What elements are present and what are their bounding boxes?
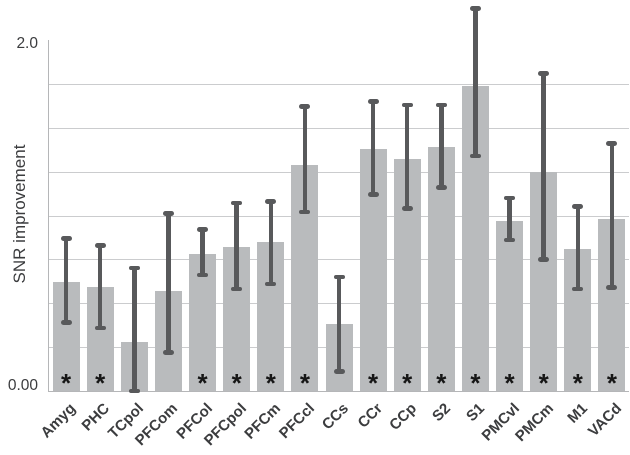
error-bar-cap-bottom — [469, 153, 481, 159]
error-bar-cap-top — [265, 199, 277, 204]
error-bar-cap-top — [333, 274, 345, 280]
gridline — [49, 259, 629, 261]
significance-star: * — [231, 368, 242, 398]
significance-star: * — [436, 368, 447, 398]
error-bar — [268, 201, 273, 284]
significance-star: * — [368, 368, 379, 398]
error-bar-cap-top — [606, 141, 618, 146]
error-bar-cap-top — [401, 102, 413, 108]
plot-area: * * * * * * * * * * * * * * — [48, 6, 629, 396]
y-axis-title: SNR improvement — [10, 144, 29, 284]
significance-star: * — [606, 368, 617, 398]
error-bar-cap-top — [299, 104, 311, 109]
error-bar-cap-bottom — [333, 369, 345, 374]
significance-star: * — [402, 368, 413, 398]
significance-star: * — [265, 368, 276, 398]
error-bar — [234, 203, 239, 290]
error-bar — [63, 238, 69, 323]
significance-star: * — [95, 368, 106, 398]
error-bar — [609, 143, 615, 288]
significance-star: * — [470, 368, 481, 398]
error-bar-cap-bottom — [197, 272, 209, 278]
significance-star: * — [197, 368, 208, 398]
gridline — [49, 127, 629, 129]
error-bar-cap-bottom — [401, 206, 413, 211]
gridline — [49, 171, 629, 173]
error-bar — [200, 229, 205, 276]
gridline — [49, 83, 629, 85]
error-bar-cap-top — [538, 71, 550, 76]
gridline — [49, 215, 629, 217]
error-bar-cap-top — [128, 265, 140, 271]
error-bar-cap-bottom — [606, 285, 618, 290]
error-bar — [370, 101, 376, 195]
error-bar — [473, 8, 478, 156]
error-bar — [97, 245, 103, 328]
error-bar — [132, 268, 137, 391]
error-bar-cap-bottom — [162, 350, 174, 355]
error-bar — [166, 213, 171, 353]
error-bar — [439, 104, 444, 188]
error-bar-cap-top — [469, 6, 481, 11]
error-bar-cap-top — [435, 102, 447, 108]
error-bar — [404, 104, 410, 209]
error-bar-cap-bottom — [94, 325, 106, 331]
error-bar-cap-top — [367, 99, 379, 104]
error-bar-cap-top — [197, 227, 209, 232]
error-bar-cap-bottom — [60, 320, 72, 325]
y-tick-label-zero: 0.00 — [7, 377, 38, 394]
error-bar-cap-bottom — [367, 192, 379, 197]
error-bar-cap-top — [504, 195, 516, 201]
significance-star: * — [504, 368, 515, 398]
error-bar-cap-top — [231, 200, 243, 206]
error-bar-cap-top — [94, 243, 106, 248]
significance-star: * — [299, 368, 310, 398]
error-bar-cap-bottom — [435, 185, 447, 190]
bar — [496, 220, 524, 391]
error-bar — [575, 206, 581, 290]
y-tick-label-max: 2.0 — [16, 35, 38, 52]
error-bar-cap-bottom — [128, 388, 140, 394]
error-bar-cap-bottom — [538, 257, 550, 262]
error-bar — [541, 73, 546, 260]
significance-star: * — [60, 368, 72, 398]
significance-star: * — [572, 368, 583, 398]
error-bar — [507, 197, 512, 241]
error-bar-cap-bottom — [299, 209, 311, 215]
error-bar-cap-top — [162, 211, 174, 216]
error-bar-cap-bottom — [265, 281, 277, 287]
error-bar-cap-bottom — [504, 237, 516, 243]
error-bar — [336, 276, 342, 372]
error-bar-cap-bottom — [231, 286, 243, 292]
error-bar-cap-top — [60, 236, 72, 241]
error-bar-cap-top — [572, 204, 584, 209]
significance-star: * — [538, 368, 549, 398]
error-bar — [302, 106, 308, 212]
error-bar-cap-bottom — [572, 286, 584, 292]
